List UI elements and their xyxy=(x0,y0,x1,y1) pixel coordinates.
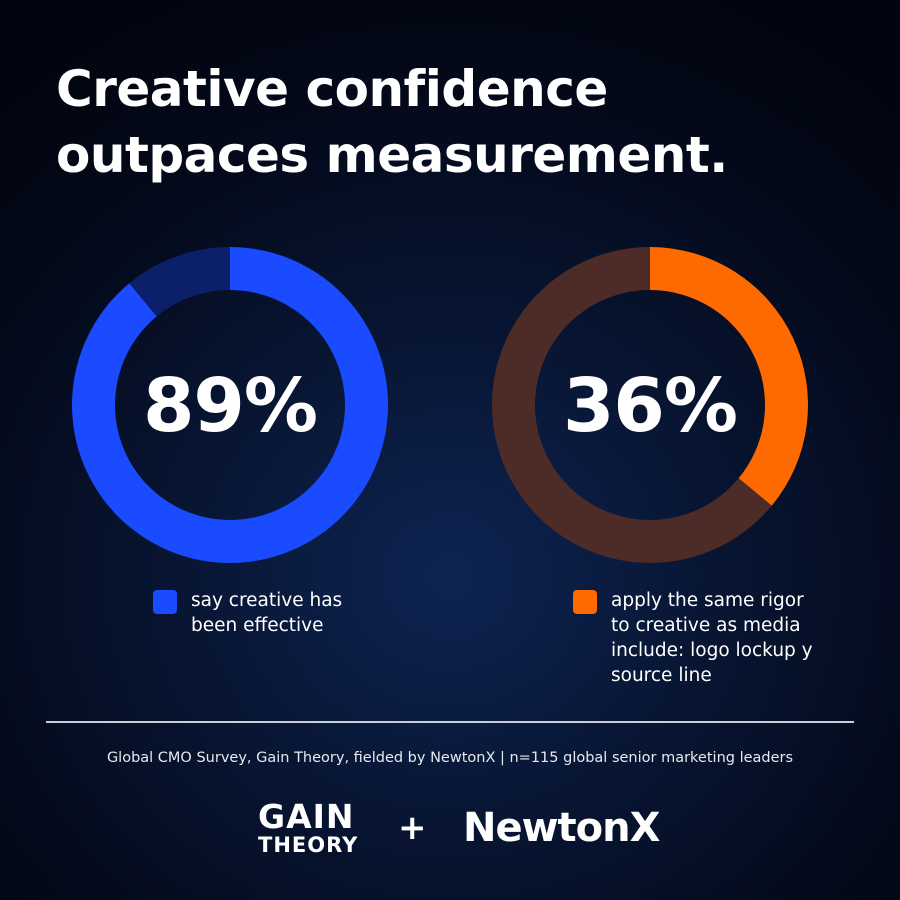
donut-slice-rigor xyxy=(650,247,808,506)
legend-line: to creative as media xyxy=(611,615,801,636)
legend-text-effective: say creative has been effective xyxy=(191,588,342,638)
donut-svg-effective xyxy=(71,247,388,563)
gain-theory-logo-line-1: GAIN xyxy=(258,797,355,836)
donut-slice-rigor-remainder xyxy=(492,247,772,563)
headline-line-1: Creative confidence xyxy=(56,60,608,118)
legend-swatch-orange xyxy=(573,590,597,614)
legend-rigor: apply the same rigor to creative as medi… xyxy=(573,588,843,688)
donut-chart-rigor: 36% xyxy=(490,245,810,565)
legend-text-rigor: apply the same rigor to creative as medi… xyxy=(611,588,813,688)
donut-svg-rigor xyxy=(492,247,808,563)
headline: Creative confidence outpaces measurement… xyxy=(56,56,728,188)
legend-line: say creative has xyxy=(191,590,343,611)
legend-effective: say creative has been effective xyxy=(153,588,393,638)
gain-theory-logo: GAIN THEORY xyxy=(258,800,358,856)
legend-line: apply the same rigor xyxy=(611,590,804,611)
legend-swatch-blue xyxy=(153,590,177,614)
donut-center-value-rigor: 36% xyxy=(562,363,738,449)
donut-slice-effective-remainder xyxy=(129,247,230,317)
donut-chart-effective: 89% xyxy=(70,245,390,565)
newtonx-logo: NewtonX xyxy=(463,805,660,851)
legend-line: include: logo lockup y xyxy=(611,640,813,661)
legend-line: been effective xyxy=(191,615,324,636)
headline-line-2: outpaces measurement. xyxy=(56,126,728,184)
legend-line: source line xyxy=(611,665,712,686)
donut-center-value-effective: 89% xyxy=(142,363,318,449)
divider xyxy=(46,721,854,723)
gain-theory-logo-line-2: THEORY xyxy=(258,833,359,857)
source-line: Global CMO Survey, Gain Theory, fielded … xyxy=(106,750,794,766)
plus-sign: + xyxy=(398,808,427,848)
